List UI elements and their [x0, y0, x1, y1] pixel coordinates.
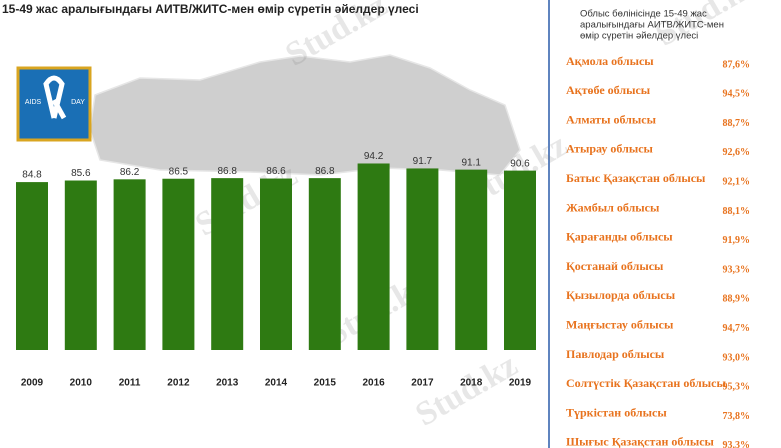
- bar: [406, 168, 439, 350]
- value-label: 86.5: [169, 166, 189, 177]
- bar: [308, 178, 341, 350]
- region-name: Жамбыл облысы: [566, 200, 660, 214]
- bar: [260, 178, 292, 350]
- value-label: 91.7: [413, 156, 433, 167]
- region-value: 94,5%: [723, 89, 751, 100]
- region-name: Қарағанды облысы: [566, 230, 673, 244]
- x-tick-label: 2017: [411, 378, 434, 389]
- region-name: Шығыс Қазақстан облысы: [566, 435, 715, 448]
- region-name: Алматы облысы: [566, 112, 657, 126]
- ribbon: [43, 75, 67, 120]
- region-value: 88,9%: [723, 294, 751, 305]
- bar: [16, 182, 48, 350]
- value-label: 86.8: [217, 166, 237, 177]
- x-tick-label: 2014: [265, 378, 288, 389]
- value-label: 86.6: [266, 166, 286, 177]
- value-label: 86.2: [120, 167, 140, 178]
- region-name: Ақмола облысы: [566, 54, 654, 68]
- region-value: 88,1%: [723, 206, 751, 217]
- region-value: 93,0%: [723, 352, 751, 363]
- bar: [162, 178, 195, 350]
- x-tick-label: 2015: [314, 378, 337, 389]
- bar: [357, 163, 390, 350]
- logo-text: DAY: [71, 99, 85, 106]
- x-tick-label: 2009: [21, 378, 44, 389]
- region-value: 95,3%: [723, 382, 751, 393]
- table-title: Облыс бөлінісінде 15-49 жас: [580, 9, 707, 20]
- bar: [64, 180, 97, 350]
- value-label: 84.8: [22, 170, 42, 181]
- bar: [211, 178, 244, 350]
- region-name: Ақтөбе облысы: [566, 83, 651, 97]
- x-tick-label: 2019: [509, 378, 532, 389]
- value-label: 86.8: [315, 166, 335, 177]
- region-name: Қызылорда облысы: [566, 288, 676, 302]
- x-tick-label: 2010: [70, 378, 93, 389]
- value-label: 85.6: [71, 168, 91, 179]
- region-value: 91,9%: [723, 235, 751, 246]
- bar: [113, 179, 146, 350]
- value-label: 90.6: [510, 158, 530, 169]
- table-title: аралығындағы АИТВ/ЖИТС-мен: [580, 20, 724, 31]
- region-value: 92,1%: [723, 176, 751, 187]
- table-title: өмір сүретін әйелдер үлесі: [580, 31, 698, 42]
- region-name: Түркістан облысы: [566, 405, 667, 419]
- region-value: 93,3%: [723, 264, 751, 275]
- value-label: 91.1: [461, 157, 481, 168]
- region-name: Солтүстік Қазақстан облысы: [566, 376, 726, 390]
- map: [89, 54, 521, 176]
- region-name: Қостанай облысы: [566, 259, 664, 273]
- region-value: 88,7%: [723, 118, 751, 129]
- region-value: 73,8%: [723, 411, 751, 422]
- region-name: Батыс Қазақстан облысы: [566, 171, 706, 185]
- region-name: Атырау облысы: [566, 142, 654, 156]
- region-value: 93,3%: [723, 440, 751, 448]
- x-tick-label: 2016: [362, 378, 385, 389]
- region-name: Павлодар облысы: [566, 347, 665, 361]
- x-tick-label: 2018: [460, 378, 483, 389]
- bar: [455, 169, 488, 350]
- value-label: 94.2: [364, 151, 384, 162]
- x-tick-label: 2011: [119, 378, 141, 389]
- logo-text: AIDS: [25, 99, 42, 106]
- x-tick-label: 2012: [167, 378, 190, 389]
- chart-title: 15-49 жас аралығындағы АИТВ/ЖИТС-мен өмі…: [2, 2, 419, 16]
- region-value: 87,6%: [723, 59, 751, 70]
- region-value: 92,6%: [723, 147, 751, 158]
- x-tick-label: 2013: [216, 378, 239, 389]
- region-name: Маңғыстау облысы: [566, 317, 674, 331]
- bar: [504, 170, 536, 350]
- region-value: 94,7%: [723, 323, 751, 334]
- watermark: Stud.kz: [409, 346, 523, 433]
